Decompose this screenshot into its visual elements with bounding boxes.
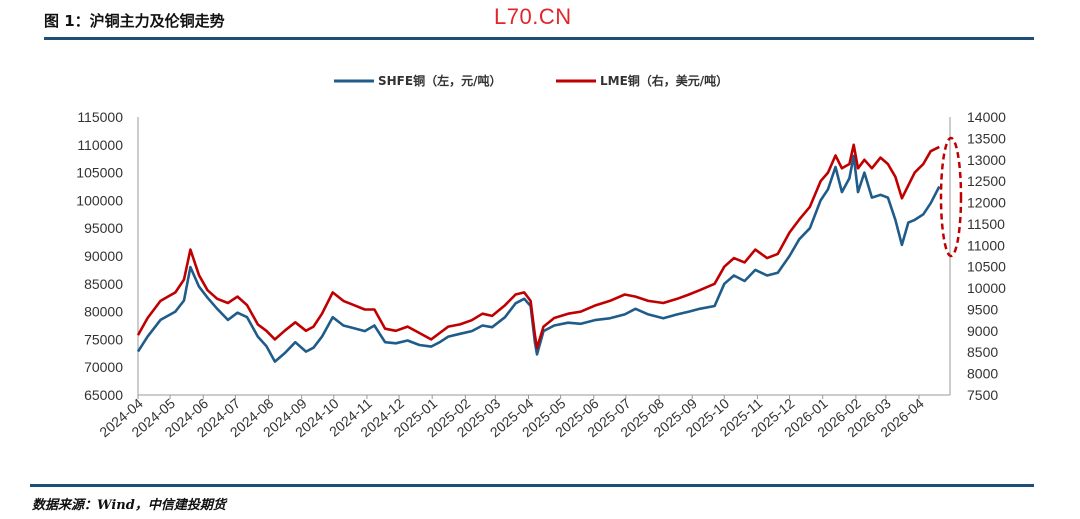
- left-tick-label: 95000: [84, 220, 123, 236]
- right-tick-label: 7500: [967, 387, 998, 403]
- series-lines: [136, 143, 941, 363]
- chart-annotations: [939, 136, 963, 258]
- left-tick-label: 70000: [84, 359, 123, 375]
- chart-legend: SHFE铜（左，元/吨） LME铜（右，美元/吨）: [334, 73, 728, 88]
- highlight-ellipse: [939, 136, 963, 258]
- shfe-series-line: [136, 154, 941, 363]
- left-tick-label: 100000: [76, 192, 123, 208]
- right-tick-label: 11000: [967, 237, 1005, 253]
- right-tick-label: 10000: [967, 280, 1006, 296]
- right-tick-label: 8500: [967, 344, 998, 360]
- x-axis-ticks: 2024-042024-052024-062024-072024-082024-…: [96, 395, 927, 440]
- right-tick-label: 13500: [967, 130, 1006, 146]
- right-tick-label: 12500: [967, 173, 1006, 189]
- left-axis-ticks: 115000 110000 105000 100000 95000 90000 85000 8…: [76, 109, 123, 403]
- left-tick-label: 90000: [84, 248, 123, 264]
- legend-label-shfe: SHFE铜（左，元/吨）: [378, 73, 501, 88]
- right-tick-label: 13000: [967, 152, 1006, 168]
- right-axis-ticks: 14000 13500 13000 12500 12000 11500 11000 10500…: [967, 109, 1006, 403]
- left-tick-label: 110000: [77, 137, 123, 153]
- right-tick-label: 14000: [967, 109, 1006, 125]
- right-tick-label: 10500: [967, 259, 1006, 275]
- left-tick-label: 115000: [77, 109, 123, 125]
- right-tick-label: 11500: [967, 216, 1005, 232]
- top-rule: [44, 37, 1034, 40]
- left-tick-label: 65000: [84, 387, 123, 403]
- figure-title: 图 1：沪铜主力及伦铜走势: [44, 12, 225, 30]
- left-tick-label: 105000: [76, 165, 123, 181]
- right-tick-label: 9000: [967, 323, 998, 339]
- chart-axes: [137, 117, 951, 396]
- bottom-rule: [30, 484, 1034, 487]
- right-tick-label: 9500: [967, 301, 998, 317]
- left-tick-label: 80000: [84, 304, 123, 320]
- lme-series-line: [136, 143, 940, 350]
- right-tick-label: 8000: [967, 366, 998, 382]
- left-tick-label: 75000: [84, 331, 123, 347]
- watermark: L70.CN: [494, 4, 572, 29]
- legend-label-lme: LME铜（右，美元/吨）: [600, 73, 728, 88]
- source-note: 数据来源：Wind，中信建投期货: [32, 498, 226, 513]
- left-tick-label: 85000: [84, 276, 123, 292]
- right-tick-label: 12000: [967, 195, 1006, 211]
